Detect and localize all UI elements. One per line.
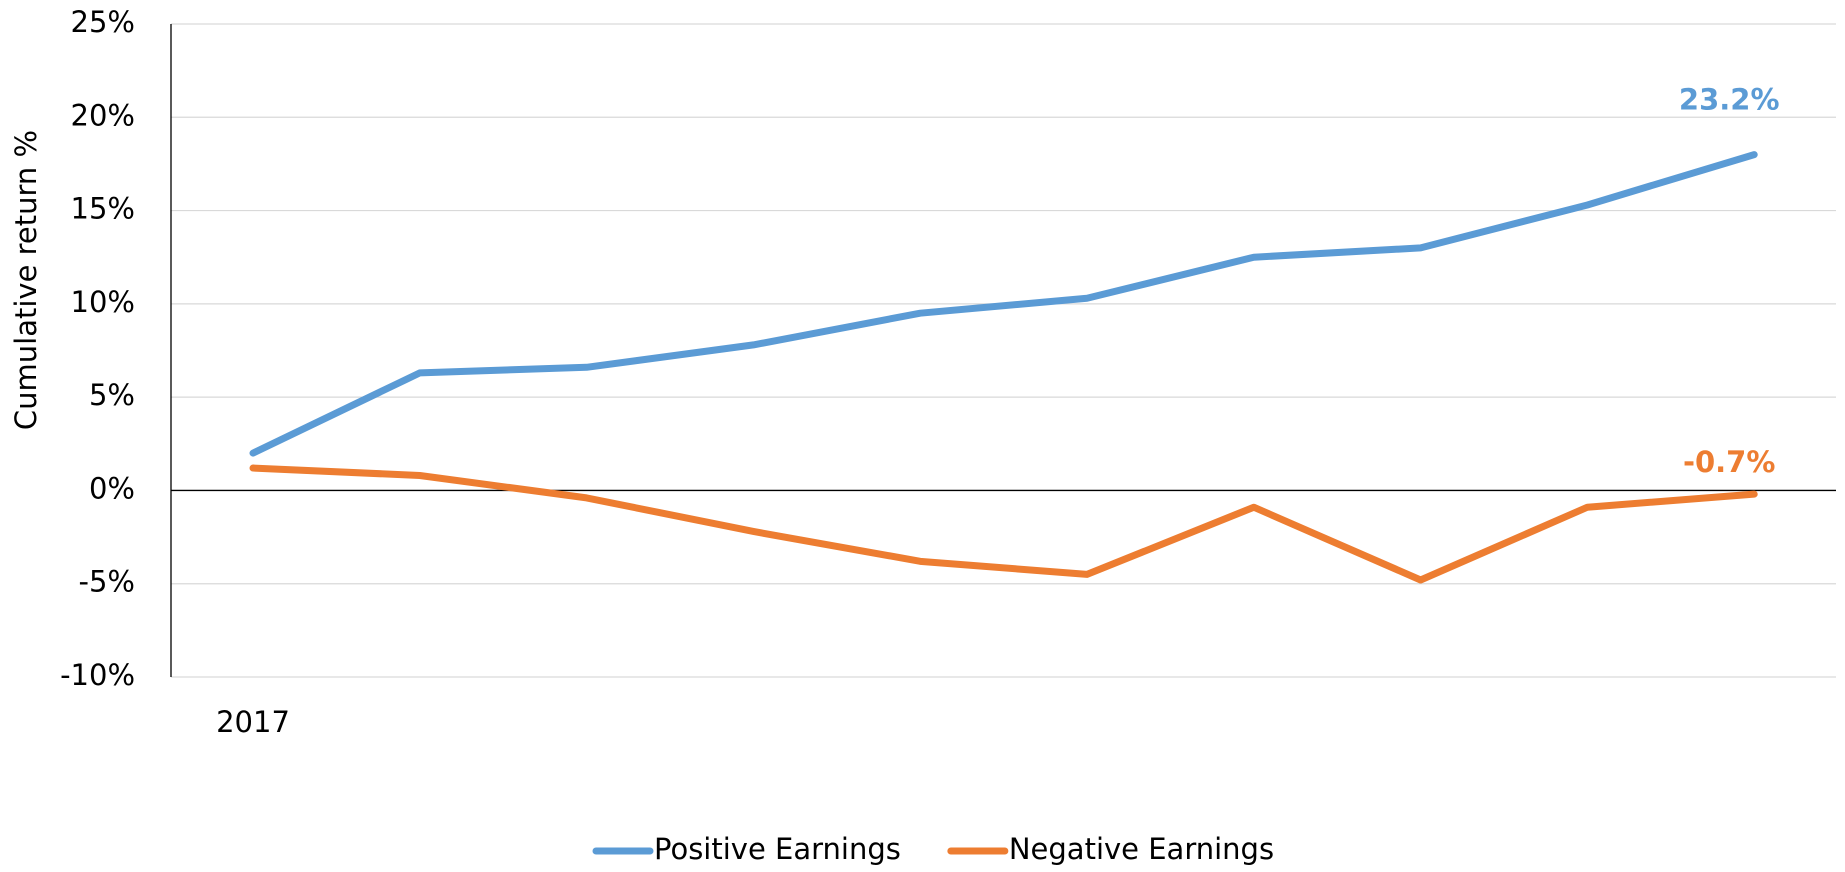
annotation: 23.2% — [1679, 83, 1780, 117]
annotation: -0.7% — [1683, 445, 1775, 479]
y-tick-label: 25% — [71, 5, 135, 39]
x-tick-label: 2017 — [216, 705, 290, 739]
y-tick-label: 20% — [71, 98, 135, 132]
y-tick-label: -5% — [79, 565, 135, 599]
series-line — [249, 464, 1758, 584]
y-axis-label: Cumulative return % — [9, 130, 43, 430]
series-line — [249, 151, 1758, 457]
y-tick-label: 0% — [89, 471, 135, 505]
y-tick-label: -10% — [60, 658, 135, 692]
y-tick-label: 15% — [71, 192, 135, 226]
legend-label: Positive Earnings — [654, 832, 901, 866]
y-tick-label: 5% — [89, 378, 135, 412]
legend-label: Negative Earnings — [1009, 832, 1274, 866]
y-tick-label: 10% — [71, 285, 135, 319]
